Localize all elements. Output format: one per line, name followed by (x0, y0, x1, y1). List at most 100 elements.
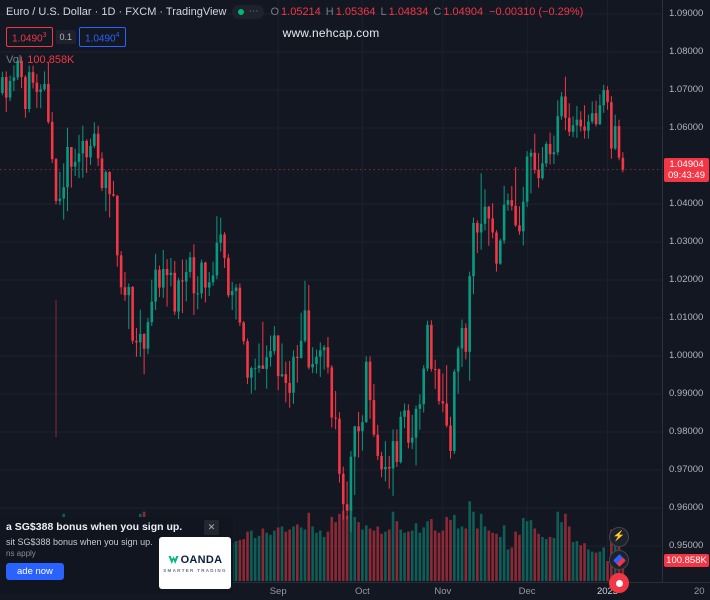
candle-body (70, 147, 73, 167)
candle-body (250, 368, 253, 378)
candle-body (150, 301, 154, 323)
symbol-title[interactable]: Euro / U.S. Dollar · 1D · FXCM · Trading… (6, 6, 227, 18)
candle-body (253, 368, 257, 370)
time-axis-corner-label: 20 (694, 586, 705, 597)
volume-bar (326, 531, 330, 581)
ad-close-button[interactable]: ✕ (204, 520, 219, 535)
candle-body (200, 262, 203, 294)
volume-bar (464, 528, 468, 581)
volume-bar (387, 529, 391, 581)
candle-body (261, 365, 265, 369)
candle-body (58, 198, 62, 201)
candle-body (119, 255, 123, 288)
volume-bar (514, 531, 517, 581)
candle-body (529, 152, 533, 157)
candle-body (567, 117, 571, 132)
candle-body (165, 268, 169, 276)
volume-indicator-label[interactable]: Vol (6, 54, 22, 67)
candle-body (575, 119, 579, 126)
price-axis-label: 1.04000 (669, 198, 704, 209)
volume-bar (479, 513, 483, 581)
volume-bar (303, 529, 307, 581)
ad-terms: ns apply (6, 549, 36, 558)
candle-body (246, 341, 249, 378)
candle-body (341, 473, 345, 505)
volume-bar (621, 559, 625, 581)
open-label: O (270, 6, 280, 18)
candle-body (16, 60, 20, 78)
volume-bar (445, 516, 448, 581)
volume-bar (361, 529, 364, 581)
volume-bar (273, 530, 276, 581)
volume-bar (364, 525, 368, 581)
candle-body (142, 333, 146, 349)
candle-body (456, 348, 460, 372)
current-price-value: 1.04904 (669, 158, 704, 170)
low-value: 1.04834 (388, 6, 429, 18)
candle-body (280, 374, 284, 377)
market-status-pill[interactable]: ⋯ (232, 5, 265, 19)
ad-banner[interactable]: a SG$388 bonus when you sign up. ✕ sit S… (0, 517, 233, 594)
candle-body (330, 367, 334, 418)
volume-bar (552, 537, 556, 581)
candle-body (533, 152, 537, 170)
volume-bar (265, 532, 268, 581)
ad-cta-button[interactable]: ade now (6, 563, 64, 580)
volume-bar (433, 530, 437, 581)
volume-bar (322, 536, 326, 581)
volume-bar (284, 531, 288, 581)
volume-bar (579, 545, 583, 581)
candle-body (476, 223, 479, 233)
candle-body (594, 113, 598, 125)
time-axis-label: Oct (355, 586, 370, 597)
volume-bar (521, 518, 525, 581)
volume-bar (399, 529, 403, 581)
candle-body (24, 77, 27, 109)
candle-body (234, 287, 238, 292)
alert-dot-icon (615, 579, 623, 587)
volume-bar (476, 528, 479, 581)
sell-button[interactable]: 1.04903 (6, 27, 53, 48)
candle-body (315, 356, 318, 364)
candle-body (265, 357, 268, 369)
candle-body (548, 143, 552, 155)
candle-body (495, 232, 498, 264)
boost-button[interactable]: ⚡ (609, 527, 629, 547)
candle-body (334, 417, 337, 419)
volume-bar (483, 526, 487, 581)
candle-body (502, 204, 506, 241)
alert-button[interactable] (609, 573, 629, 593)
volume-bar (560, 522, 563, 581)
candle-body (472, 223, 475, 277)
volume-bar (468, 501, 471, 581)
oanda-logo-card[interactable]: OANDA SMARTER TRADING (159, 537, 231, 589)
candle-body (460, 327, 464, 349)
buy-button[interactable]: 1.04904 (79, 27, 126, 48)
brand-badge-button[interactable] (609, 550, 629, 570)
volume-bar (410, 530, 414, 581)
volume-bar (368, 528, 372, 581)
close-value: 1.04904 (443, 6, 484, 18)
candle-body (610, 102, 613, 149)
volume-bar (590, 551, 594, 581)
candle-body (303, 310, 307, 341)
candle-body (499, 240, 502, 264)
volume-bar (318, 530, 322, 581)
candle-body (238, 287, 242, 323)
volume-value: 100.858K (27, 54, 75, 67)
candlestick-chart[interactable] (0, 0, 662, 582)
candle-body (579, 119, 583, 127)
volume-bar (299, 527, 303, 581)
volume-bar (345, 515, 349, 581)
time-axis-label: 2023 (596, 586, 619, 597)
volume-bar (349, 505, 353, 581)
candle-body (27, 72, 31, 109)
candle-body (364, 361, 368, 423)
candle-body (414, 408, 418, 438)
volume-bar (307, 512, 311, 581)
price-axis[interactable]: 1.04904 09:43:49 100.858K 1.09000 1.08000… (662, 0, 710, 582)
candle-body (322, 347, 326, 351)
volume-bar (537, 533, 540, 581)
candle-body (544, 143, 548, 164)
